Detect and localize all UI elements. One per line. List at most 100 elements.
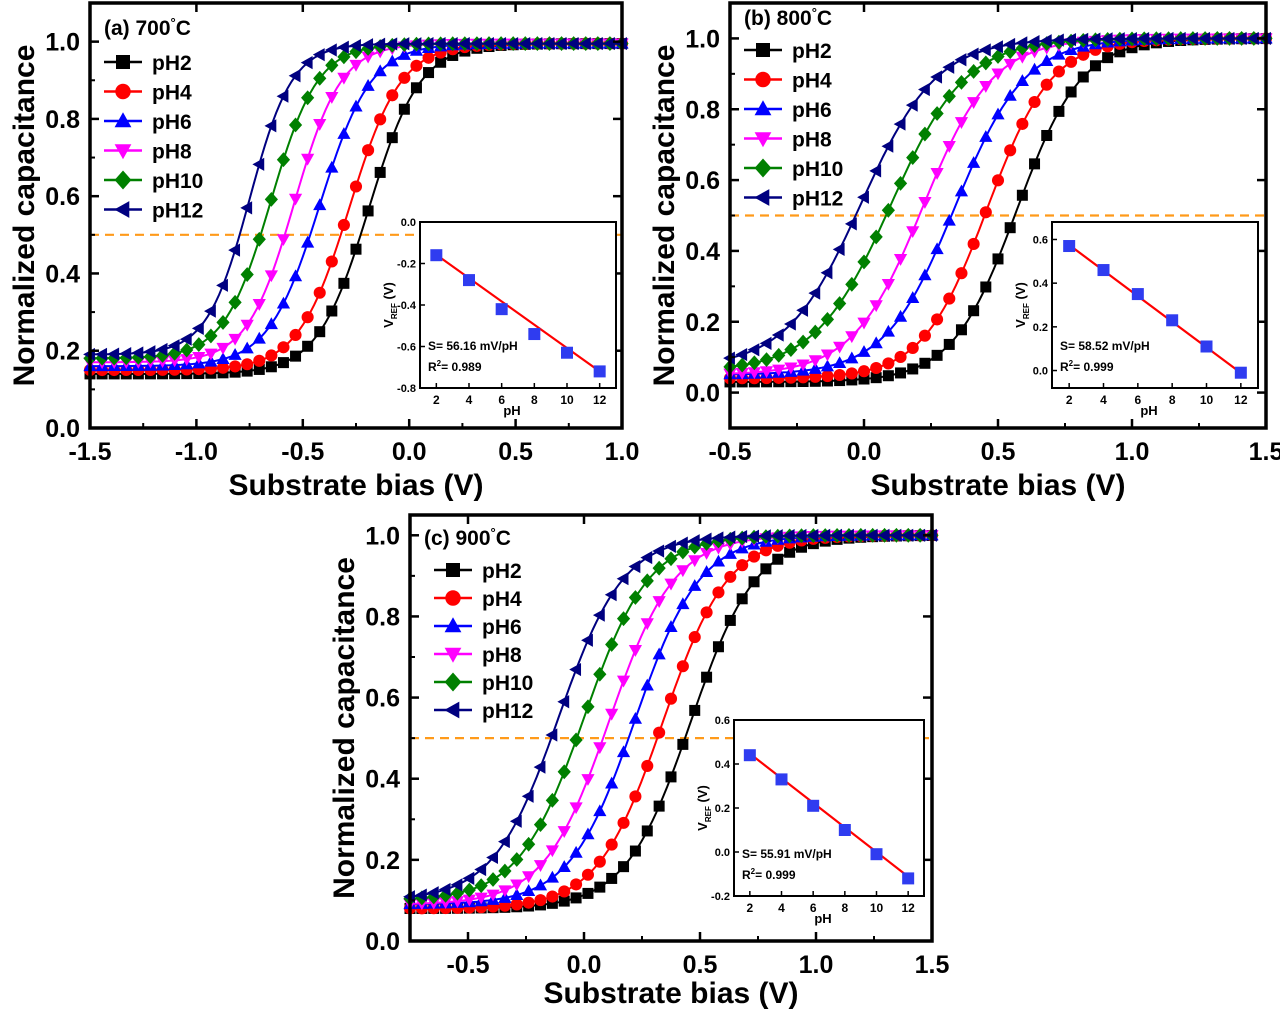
unit-text: C xyxy=(817,7,832,30)
legend-label: pH6 xyxy=(482,616,522,639)
x-tick-label: -0.5 xyxy=(281,438,324,466)
data-point xyxy=(893,254,908,266)
degree-symbol: ° xyxy=(171,15,176,30)
data-point xyxy=(337,127,351,139)
data-point xyxy=(943,292,956,305)
data-point xyxy=(966,47,979,61)
data-point xyxy=(264,119,277,133)
data-point xyxy=(569,732,583,748)
data-point xyxy=(954,74,969,90)
y-tick-label: 0.2 xyxy=(685,309,720,337)
data-point xyxy=(447,49,459,61)
legend-marker xyxy=(755,71,771,88)
data-point xyxy=(107,347,120,361)
data-point xyxy=(967,97,981,109)
inset-r2-text: R2= 0.989 xyxy=(428,359,482,374)
inset-x-tick-label: 10 xyxy=(560,393,574,407)
unit-text: C xyxy=(176,17,191,40)
inset-y-tick-label: -0.8 xyxy=(397,383,416,395)
data-point xyxy=(640,573,654,589)
inset-x-tick-label: 4 xyxy=(1100,393,1107,407)
data-point xyxy=(581,827,595,840)
legend-item: pH2 xyxy=(104,52,192,75)
data-point xyxy=(604,588,617,602)
data-point xyxy=(313,286,326,299)
data-point xyxy=(337,218,350,232)
inset-data-point xyxy=(1200,340,1213,353)
legend-label: pH4 xyxy=(792,70,832,93)
data-point xyxy=(518,36,531,51)
data-point xyxy=(664,578,678,591)
inset-data-point xyxy=(1131,288,1144,301)
inset-y-label-unit: (V) xyxy=(381,282,396,303)
data-point xyxy=(277,341,290,354)
r2-label: R xyxy=(428,360,437,374)
data-point xyxy=(438,887,453,903)
data-point xyxy=(1064,33,1077,47)
data-point xyxy=(652,544,665,558)
data-point xyxy=(301,311,314,324)
data-point xyxy=(143,345,156,359)
inset-x-tick-label: 6 xyxy=(810,901,817,915)
data-point xyxy=(338,277,350,289)
data-point xyxy=(1125,32,1137,46)
inset-x-tick-label: 2 xyxy=(746,901,753,915)
x-tick-label: 0.0 xyxy=(392,438,427,466)
y-tick-label: 0.4 xyxy=(365,766,400,794)
legend-label: pH10 xyxy=(152,170,203,193)
series-pH12 xyxy=(723,31,1271,365)
data-point xyxy=(853,528,866,542)
data-point xyxy=(833,356,847,369)
data-point xyxy=(794,528,807,543)
data-point xyxy=(216,314,230,330)
data-point xyxy=(913,528,926,542)
legend-label: pH2 xyxy=(152,52,192,75)
legend-label: pH6 xyxy=(792,99,832,122)
y-tick-label: 0.0 xyxy=(45,415,80,443)
legend-marker xyxy=(754,132,772,148)
data-point xyxy=(253,363,265,375)
data-point xyxy=(832,242,845,257)
data-point xyxy=(534,894,547,907)
x-tick-label: -1.5 xyxy=(68,438,111,466)
data-point xyxy=(687,534,700,548)
data-point xyxy=(398,71,411,84)
data-point xyxy=(628,645,643,657)
data-point xyxy=(276,89,289,103)
data-point xyxy=(386,132,398,144)
legend-label: pH8 xyxy=(152,141,192,164)
inset-data-point xyxy=(775,773,788,786)
data-point xyxy=(433,37,446,51)
data-point xyxy=(474,862,487,877)
data-point xyxy=(772,364,786,377)
data-point xyxy=(1053,105,1065,117)
x-axis-label: Substrate bias (V) xyxy=(543,977,798,1010)
data-point xyxy=(906,150,920,165)
data-point xyxy=(665,771,677,783)
data-point xyxy=(522,884,536,896)
legend-label: pH2 xyxy=(482,560,522,583)
data-point xyxy=(277,357,289,369)
data-point xyxy=(845,276,859,292)
data-point xyxy=(857,254,871,270)
data-point xyxy=(808,355,822,368)
y-tick-label: 0.2 xyxy=(365,847,400,875)
data-point xyxy=(881,139,894,153)
legend-marker xyxy=(445,590,461,606)
inset-y-tick-label: 0.0 xyxy=(715,847,730,859)
data-point xyxy=(191,321,204,335)
data-point xyxy=(858,373,870,385)
inset-chart: 2 4 6 8 10 12 -0.8 -0.6 -0.4 -0.2 0.0 pH VREF (V) S= … xyxy=(381,217,617,418)
r2-superscript: 2 xyxy=(1069,359,1074,368)
data-point xyxy=(735,347,748,362)
inset-y-label-unit: (V) xyxy=(1013,282,1028,303)
data-point xyxy=(955,267,968,280)
data-point xyxy=(1052,47,1066,60)
data-point xyxy=(228,243,241,257)
data-point xyxy=(557,860,571,872)
plot-frame xyxy=(408,513,934,943)
x-tick-label: 1.5 xyxy=(915,951,950,979)
inset-y-label-main: V xyxy=(695,822,710,831)
data-point xyxy=(409,37,422,51)
r2-value: = 0.999 xyxy=(1073,360,1114,374)
